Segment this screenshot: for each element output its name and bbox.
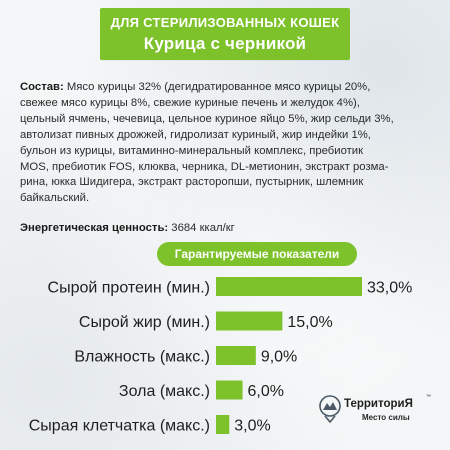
energy-value: 3684 ккал/кг — [171, 222, 235, 234]
composition-line-1: Состав: Мясо курицы 32% (дегидратированн… — [20, 81, 371, 93]
composition-line-8: байкальский. — [20, 192, 90, 205]
composition-line-4: автолизат пивных дрожжей, гидролизат кур… — [20, 128, 371, 141]
composition-label: Состав: — [20, 81, 64, 93]
guaranteed-title-pill: Гарантируемые показатели — [157, 242, 357, 266]
value-label: 15,0% — [287, 314, 332, 331]
composition-line-3: цельный ячмень, чечевица, цельное курино… — [20, 112, 394, 125]
category-label: Влажность (макс.) — [74, 349, 210, 366]
bar — [216, 311, 283, 331]
energy-value-row: Энергетическая ценность: 3684 ккал/кг — [20, 222, 440, 234]
energy-label: Энергетическая ценность: — [20, 222, 169, 234]
composition-line-6: MOS, пребиотик FOS, клюква, черника, DL-… — [20, 160, 389, 173]
header-subtitle: ДЛЯ СТЕРИЛИЗОВАННЫХ КОШЕК — [110, 15, 340, 30]
category-label: Сырой протеин (мин.) — [48, 280, 210, 297]
header-title: Курица с черникой — [143, 34, 307, 53]
composition-text: Состав: Мясо курицы 32% (дегидратированн… — [20, 80, 440, 207]
category-label: Зола (макс.) — [119, 383, 210, 400]
bar — [216, 346, 256, 365]
brand-logo: ТерриториЯ ™ Место силы — [318, 388, 440, 432]
forest-emblem-icon — [319, 395, 341, 424]
value-label: 3,0% — [234, 418, 270, 435]
value-label: 6,0% — [248, 383, 284, 400]
value-label: 9,0% — [261, 349, 297, 366]
composition-line-5: бульон из курицы, витаминно-минеральный … — [20, 144, 364, 157]
composition-line-2: свежее мясо курицы 8%, свежие куриные пе… — [20, 96, 360, 109]
brand-trademark: ™ — [426, 394, 431, 400]
brand-name: ТерриториЯ — [344, 398, 413, 410]
bar — [216, 277, 362, 296]
category-label: Сырая клетчатка (макс.) — [29, 418, 210, 435]
guaranteed-chart: Сырой протеин (мин.) 33,0% Сырой жир (мин.… — [29, 277, 412, 435]
guaranteed-title: Гарантируемые показатели — [174, 247, 340, 261]
bar — [216, 415, 230, 434]
value-label: 33,0% — [367, 280, 412, 297]
header-banner: ДЛЯ СТЕРИЛИЗОВАННЫХ КОШЕК Курица с черни… — [100, 8, 350, 60]
brand-tagline: Место силы — [362, 413, 410, 422]
category-label: Сырой жир (мин.) — [79, 314, 210, 331]
bar — [216, 380, 243, 400]
composition-line-7: рина, юкка Шидигера, экстракт расторопши… — [20, 176, 364, 189]
